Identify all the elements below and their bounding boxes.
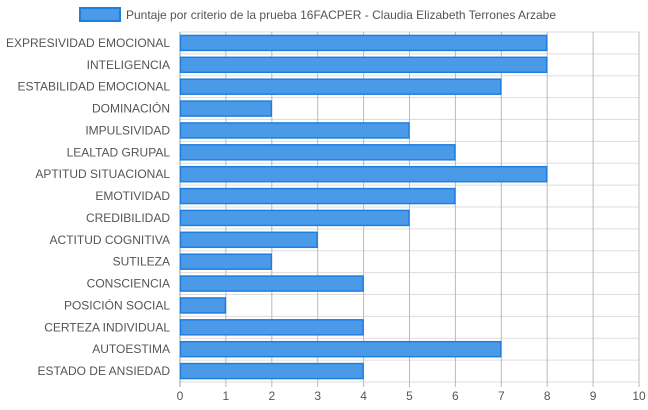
- category-label: CONSCIENCIA: [87, 277, 170, 291]
- category-label: IMPULSIVIDAD: [85, 123, 170, 137]
- category-label: INTELIGENCIA: [87, 58, 170, 72]
- x-tick-label: 2: [268, 389, 275, 403]
- bar[interactable]: [179, 362, 364, 380]
- bars: [179, 34, 548, 380]
- bar[interactable]: [179, 122, 410, 139]
- category-label: EMOTIVIDAD: [95, 189, 170, 203]
- bar[interactable]: [179, 100, 273, 117]
- category-label: CREDIBILIDAD: [86, 211, 170, 225]
- category-label: POSICIÓN SOCIAL: [64, 297, 170, 312]
- x-tick-label: 6: [452, 389, 459, 403]
- bar[interactable]: [179, 34, 548, 52]
- bar[interactable]: [179, 56, 548, 74]
- category-labels: EXPRESIVIDAD EMOCIONAL INTELIGENCIA ESTABI…: [6, 36, 170, 378]
- category-label: LEALTAD GRUPAL: [67, 145, 171, 159]
- x-tick-label: 1: [223, 389, 230, 403]
- grid: [179, 31, 640, 387]
- bar[interactable]: [179, 165, 548, 183]
- bar[interactable]: [179, 78, 502, 95]
- x-tick-label: 0: [177, 389, 184, 403]
- legend[interactable]: Puntaje por criterio de la prueba 16FACP…: [79, 7, 556, 22]
- bar[interactable]: [179, 209, 410, 227]
- bar[interactable]: [179, 319, 364, 336]
- bar[interactable]: [179, 297, 227, 314]
- x-tick-label: 9: [590, 389, 597, 403]
- category-label: ESTABILIDAD EMOCIONAL: [18, 80, 171, 94]
- legend-label: Puntaje por criterio de la prueba 16FACP…: [126, 8, 556, 22]
- bar[interactable]: [179, 187, 456, 205]
- bar[interactable]: [179, 231, 318, 249]
- x-tick-label: 5: [406, 389, 413, 403]
- category-label: ACTITUD COGNITIVA: [50, 233, 170, 247]
- category-label: CERTEZA INDIVIDUAL: [44, 320, 170, 334]
- category-label: APTITUD SITUACIONAL: [35, 167, 170, 181]
- category-label: SUTILEZA: [113, 255, 170, 269]
- category-label: EXPRESIVIDAD EMOCIONAL: [6, 36, 170, 50]
- bar[interactable]: [179, 275, 364, 292]
- bar[interactable]: [179, 253, 273, 270]
- category-label: DOMINACIÓN: [92, 101, 170, 116]
- x-tick-label: 7: [498, 389, 505, 403]
- bar[interactable]: [179, 144, 456, 161]
- x-tick-label: 4: [360, 389, 367, 403]
- x-tick-label: 8: [544, 389, 551, 403]
- x-tick-labels: 0 1 2 3 4 5 6 7 8 9 10: [177, 389, 646, 403]
- legend-swatch: [79, 7, 121, 22]
- bar[interactable]: [179, 340, 502, 358]
- category-label: ESTADO DE ANSIEDAD: [38, 364, 171, 378]
- x-tick-label: 3: [314, 389, 321, 403]
- category-label: AUTOESTIMA: [92, 342, 170, 356]
- x-tick-label: 10: [632, 389, 646, 403]
